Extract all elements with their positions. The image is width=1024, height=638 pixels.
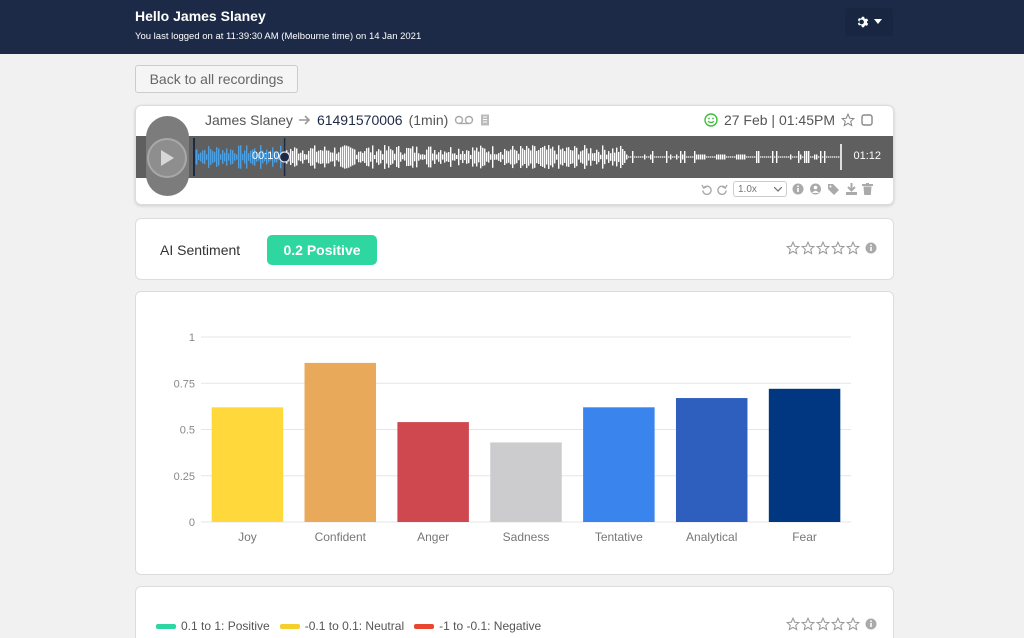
legend-item-negative: -1 to -0.1: Negative <box>414 619 541 633</box>
star-outline-icon[interactable] <box>846 617 860 631</box>
star-outline-icon[interactable] <box>831 617 845 631</box>
info-icon[interactable] <box>865 242 877 254</box>
x-tick-label: Fear <box>792 530 817 544</box>
rewind-icon[interactable] <box>701 184 712 195</box>
bar-sadness[interactable] <box>490 442 562 522</box>
recording-caller-info: James Slaney 61491570006 (1min) <box>205 112 490 128</box>
x-tick-label: Confident <box>315 530 367 544</box>
play-button[interactable] <box>147 138 187 178</box>
playhead[interactable] <box>278 151 291 163</box>
emotion-chart-card: 0 0.25 0.5 0.75 1 Joy Confident Anger Sadness Ten… <box>135 291 894 575</box>
waveform-player[interactable]: 00:10 01:12 <box>136 136 893 178</box>
voicemail-icon <box>455 115 474 125</box>
star-outline-icon[interactable] <box>786 617 800 631</box>
bar-fear[interactable] <box>768 388 841 522</box>
last-login-text: You last logged on at 11:39:30 AM (Melbo… <box>135 31 422 42</box>
legend-label: -0.1 to 0.1: Neutral <box>304 619 405 633</box>
star-outline-icon[interactable] <box>786 241 800 255</box>
waveform[interactable] <box>136 136 893 178</box>
recording-meta: 27 Feb | 01:45PM <box>704 112 873 128</box>
recording-datetime: 27 Feb | 01:45PM <box>723 112 835 128</box>
recording-card: James Slaney 61491570006 (1min) 27 Feb |… <box>135 105 894 205</box>
caret-down-icon <box>874 19 882 24</box>
bar-tentative[interactable] <box>583 407 655 522</box>
chevron-down-icon <box>774 186 782 192</box>
smiley-icon <box>704 113 718 127</box>
caller-name: James Slaney <box>205 112 293 128</box>
playback-speed-select[interactable]: 1.0x <box>733 181 787 197</box>
legend-swatch <box>279 623 300 629</box>
legend-label: -1 to -0.1: Negative <box>439 619 542 633</box>
star-outline-icon[interactable] <box>801 617 815 631</box>
greeting: Hello James Slaney <box>135 8 266 24</box>
x-tick-label: Tentative <box>595 530 643 544</box>
legend-item-neutral: -0.1 to 0.1: Neutral <box>279 619 405 633</box>
star-outline-icon[interactable] <box>801 241 815 255</box>
arrow-right-icon <box>298 115 311 125</box>
bar-analytical[interactable] <box>675 398 748 522</box>
download-icon[interactable] <box>846 183 857 195</box>
call-duration: (1min) <box>408 112 449 128</box>
legend-card: 0.1 to 1: Positive -0.1 to 0.1: Neutral … <box>135 586 894 638</box>
bar-joy[interactable] <box>211 407 284 522</box>
legend-item-positive: 0.1 to 1: Positive <box>156 619 270 633</box>
star-outline-icon[interactable] <box>816 241 830 255</box>
legend-label: 0.1 to 1: Positive <box>181 619 270 633</box>
y-tick-label: 0 <box>189 517 195 529</box>
star-outline-icon[interactable] <box>816 617 830 631</box>
bar-confident[interactable] <box>304 362 377 522</box>
sentiment-legend: 0.1 to 1: Positive -0.1 to 0.1: Neutral … <box>156 619 541 633</box>
trash-icon[interactable] <box>862 183 873 195</box>
x-tick-label: Joy <box>238 530 257 544</box>
y-tick-label: 0.5 <box>180 425 195 437</box>
star-outline-icon[interactable] <box>831 241 845 255</box>
legend-swatch <box>156 623 176 629</box>
total-time: 01:12 <box>853 150 881 162</box>
top-bar: Hello James Slaney You last logged on at… <box>0 0 1024 54</box>
y-tick-label: 0.75 <box>174 378 195 390</box>
checkbox-icon[interactable] <box>861 114 873 126</box>
back-to-recordings-button[interactable]: Back to all recordings <box>135 65 298 93</box>
star-outline-icon[interactable] <box>846 241 860 255</box>
forward-icon[interactable] <box>717 184 728 195</box>
playback-speed-value: 1.0x <box>738 183 757 195</box>
settings-menu-button[interactable] <box>845 8 893 36</box>
info-icon[interactable] <box>865 618 877 630</box>
legend-swatch <box>414 623 435 629</box>
sentiment-label: AI Sentiment <box>160 242 241 258</box>
play-icon <box>161 150 174 166</box>
rating-stars[interactable] <box>786 617 877 631</box>
gear-icon <box>857 16 869 28</box>
playback-controls: 1.0x <box>701 181 873 197</box>
sentiment-card: AI Sentiment 0.2 Positive <box>135 218 894 280</box>
bar-anger[interactable] <box>397 422 469 522</box>
emotion-bar-chart: 0 0.25 0.5 0.75 1 Joy Confident Anger Sadness Ten… <box>174 332 851 544</box>
y-tick-label: 1 <box>189 332 195 344</box>
tag-icon[interactable] <box>827 183 841 195</box>
current-time: 00:10 <box>252 150 280 162</box>
notes-icon[interactable] <box>480 114 490 126</box>
x-tick-label: Anger <box>417 530 449 544</box>
x-tick-label: Analytical <box>686 530 737 544</box>
rating-stars[interactable] <box>786 241 877 255</box>
x-tick-label: Sadness <box>503 530 550 544</box>
callee-number[interactable]: 61491570006 <box>316 112 403 128</box>
star-outline-icon[interactable] <box>841 113 855 127</box>
y-tick-label: 0.25 <box>174 471 195 483</box>
info-icon[interactable] <box>792 183 804 195</box>
user-share-icon[interactable] <box>809 183 822 195</box>
sentiment-badge: 0.2 Positive <box>267 235 377 265</box>
